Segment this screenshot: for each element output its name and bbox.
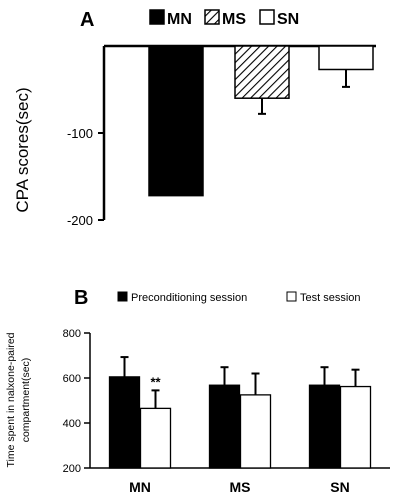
panel-b-bar-ms-preconditioning — [208, 384, 241, 469]
panel-a-chart: A MN MS SN CPA scores(sec) -100 -200 — [13, 9, 376, 228]
panel-a-bars — [148, 45, 374, 197]
legend-label-sn: SN — [277, 11, 299, 28]
legend-label-preconditioning: Preconditioning session — [131, 292, 247, 304]
panel-a-tick-label-200: -200 — [67, 213, 93, 228]
panel-b-y-axis-label-line1: Time spent in nalxone-paired — [5, 332, 17, 467]
legend-label-test: Test session — [300, 292, 361, 304]
panel-b-category-label-ms: MS — [230, 479, 251, 495]
panel-a-bar-ms — [234, 45, 290, 99]
panel-b-tick-label-200: 200 — [63, 463, 81, 475]
panel-a-tick-label-100: -100 — [67, 126, 93, 141]
legend-swatch-ms — [204, 9, 220, 25]
panel-a-legend: MN MS SN — [149, 9, 299, 28]
panel-b-tick-label-400: 400 — [63, 418, 81, 430]
legend-swatch-preconditioning — [117, 291, 128, 302]
panel-b-y-axis-label-line2: compartment(sec) — [20, 358, 32, 443]
legend-swatch-test — [286, 291, 297, 302]
panel-b-significance-marker: ** — [150, 374, 161, 389]
panel-b-tick-label-800: 800 — [63, 328, 81, 340]
panel-b-chart: B Preconditioning session Test session T… — [5, 287, 390, 495]
panel-b-category-label-mn: MN — [129, 479, 151, 495]
panel-a-bar-sn — [318, 45, 374, 71]
legend-swatch-sn — [259, 9, 275, 25]
panel-b-bar-ms-test — [239, 394, 272, 469]
panel-b-bar-sn-preconditioning — [308, 384, 341, 469]
legend-label-ms: MS — [222, 11, 246, 28]
panel-a-bar-mn — [148, 45, 204, 197]
panel-b-bar-sn-test — [339, 385, 372, 469]
panel-a-y-axis-label: CPA scores(sec) — [13, 87, 32, 212]
panel-b-letter: B — [74, 287, 88, 309]
panel-b-category-label-sn: SN — [330, 479, 349, 495]
legend-label-mn: MN — [167, 11, 192, 28]
panel-b-bar-mn-test — [139, 407, 172, 469]
legend-swatch-mn — [149, 9, 165, 25]
panel-b-legend: Preconditioning session Test session — [117, 291, 361, 304]
panel-a-letter: A — [80, 9, 94, 31]
panel-b-bars: ** — [108, 356, 372, 469]
panel-b-bar-mn-preconditioning — [108, 376, 141, 469]
panel-b-tick-label-600: 600 — [63, 373, 81, 385]
